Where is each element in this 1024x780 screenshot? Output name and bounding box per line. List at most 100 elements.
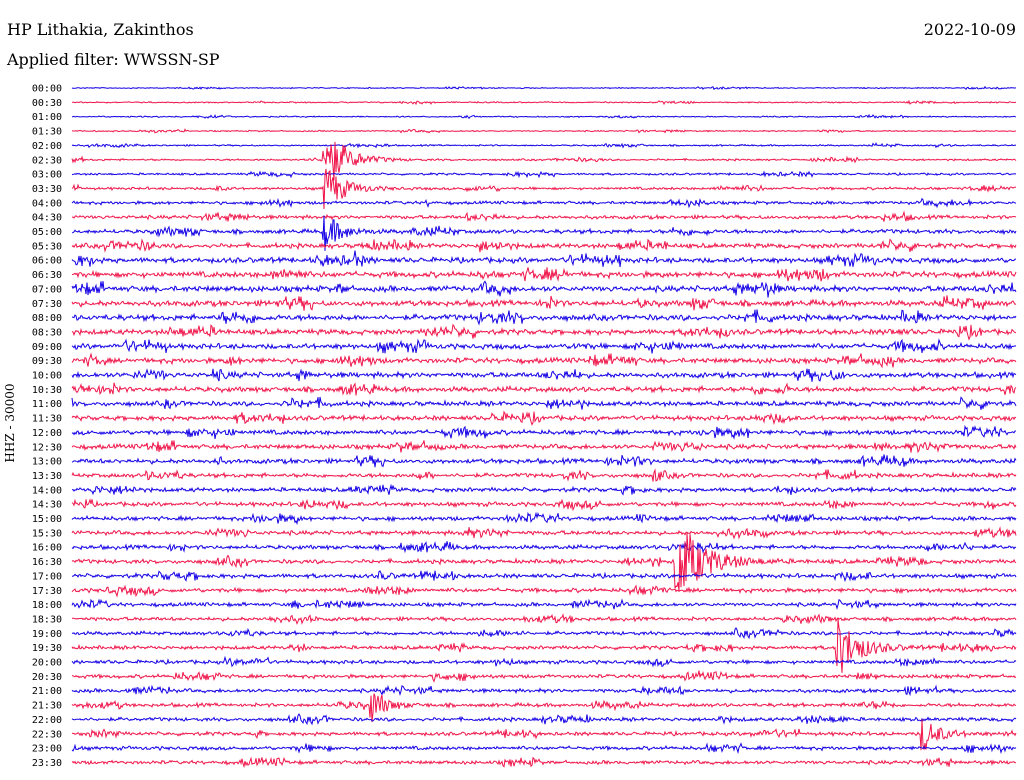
trace-line <box>71 382 1017 396</box>
trace-line <box>71 410 1017 426</box>
trace-line <box>71 618 1017 673</box>
row-time-label: 00:30 <box>32 98 62 109</box>
trace-line <box>71 584 1017 598</box>
trace-line <box>71 613 1017 625</box>
trace-line <box>71 309 1017 326</box>
row-time-label: 22:30 <box>32 729 62 740</box>
trace-line <box>71 693 1017 723</box>
filter-label: Applied filter: WWSSN-SP <box>7 50 220 69</box>
row-time-label: 13:00 <box>32 457 62 468</box>
row-time-label: 08:00 <box>32 313 62 324</box>
row-time-label: 02:30 <box>32 155 62 166</box>
trace-line <box>71 627 1017 640</box>
trace-line <box>71 215 1017 251</box>
trace-line <box>71 141 1017 181</box>
row-time-label: 19:30 <box>32 643 62 654</box>
row-time-label: 03:30 <box>32 184 62 195</box>
row-time-label: 06:00 <box>32 256 62 267</box>
row-time-label: 14:30 <box>32 500 62 511</box>
row-time-label: 09:00 <box>32 342 62 353</box>
row-time-label: 08:30 <box>32 327 62 338</box>
row-time-label: 11:30 <box>32 414 62 425</box>
trace-line <box>71 742 1017 755</box>
trace-line <box>72 113 1017 120</box>
trace-line <box>71 719 1017 751</box>
row-time-label: 11:00 <box>32 399 62 410</box>
trace-line <box>71 210 1017 222</box>
row-time-label: 16:00 <box>32 543 62 554</box>
trace-line <box>71 468 1017 482</box>
trace-line <box>71 85 1017 91</box>
row-time-label: 06:30 <box>32 270 62 281</box>
trace-line <box>71 238 1017 253</box>
trace-line <box>71 756 1017 769</box>
row-time-label: 01:00 <box>32 112 62 123</box>
row-time-label: 07:00 <box>32 284 62 295</box>
trace-line <box>71 128 1017 134</box>
trace-line <box>71 526 1017 540</box>
trace-line <box>71 498 1017 512</box>
row-time-label: 10:00 <box>32 371 62 382</box>
row-time-label: 23:00 <box>32 744 62 755</box>
trace-line <box>71 197 1017 209</box>
row-time-label: 02:00 <box>32 141 62 152</box>
row-time-label: 16:30 <box>32 557 62 568</box>
trace-line <box>71 440 1017 454</box>
row-time-label: 04:00 <box>32 198 62 209</box>
row-time-label: 21:00 <box>32 686 62 697</box>
row-time-label: 18:00 <box>32 600 62 611</box>
date-label: 2022-10-09 <box>923 20 1016 39</box>
trace-line <box>71 684 1017 697</box>
row-time-label: 20:30 <box>32 672 62 683</box>
trace-line <box>71 142 1017 149</box>
trace-line <box>71 540 1017 554</box>
trace-line <box>71 267 1017 282</box>
row-time-label: 12:30 <box>32 442 62 453</box>
trace-line <box>72 670 1017 683</box>
row-time-label: 19:00 <box>32 629 62 640</box>
trace-line <box>71 170 1017 179</box>
row-time-label: 21:30 <box>32 701 62 712</box>
row-time-label: 00:00 <box>32 84 62 95</box>
row-time-label: 05:00 <box>32 227 62 238</box>
trace-line <box>71 570 1017 583</box>
trace-line <box>72 99 1017 106</box>
row-time-label: 05:30 <box>32 241 62 252</box>
row-time-label: 22:00 <box>32 715 62 726</box>
trace-line <box>71 511 1017 526</box>
trace-line <box>71 396 1017 410</box>
trace-line <box>71 250 1016 268</box>
trace-line <box>71 713 1017 726</box>
trace-line <box>71 338 1017 354</box>
row-time-label: 03:00 <box>32 170 62 181</box>
row-time-label: 09:30 <box>32 356 62 367</box>
trace-line <box>71 280 1017 298</box>
row-time-label: 13:30 <box>32 471 62 482</box>
trace-line <box>71 532 1017 591</box>
trace-line <box>71 352 1017 369</box>
trace-line <box>71 655 1017 668</box>
row-time-label: 12:00 <box>32 428 62 439</box>
trace-line <box>71 483 1017 496</box>
row-time-label: 14:00 <box>32 485 62 496</box>
row-time-label: 17:30 <box>32 586 62 597</box>
row-time-label: 15:30 <box>32 528 62 539</box>
station-title: HP Lithakia, Zakinthos <box>7 20 194 39</box>
trace-line <box>71 598 1017 610</box>
row-time-label: 07:30 <box>32 299 62 310</box>
trace-line <box>71 323 1017 341</box>
row-time-label: 04:30 <box>32 213 62 224</box>
row-time-label: 18:30 <box>32 614 62 625</box>
trace-line <box>71 168 1017 210</box>
row-time-label: 10:30 <box>32 385 62 396</box>
trace-line <box>71 295 1017 311</box>
trace-line <box>71 368 1017 382</box>
row-time-label: 17:00 <box>32 571 62 582</box>
row-time-label: 23:30 <box>32 758 62 769</box>
row-time-label: 01:30 <box>32 127 62 138</box>
trace-line <box>71 454 1017 468</box>
trace-line <box>71 424 1017 440</box>
row-time-label: 20:00 <box>32 658 62 669</box>
row-time-label: 15:00 <box>32 514 62 525</box>
